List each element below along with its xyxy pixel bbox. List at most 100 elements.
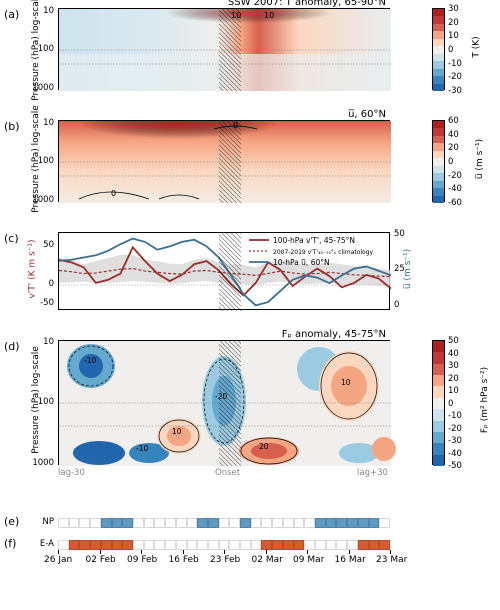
ytick-b-10: 10 — [43, 118, 54, 128]
cb-tick: -20 — [448, 424, 462, 434]
mini-cell — [251, 540, 262, 550]
row-label-f: E-A — [40, 539, 54, 549]
ytick-b-1000: 1000 — [32, 195, 54, 205]
mini-cell — [101, 518, 112, 528]
date-tick: 16 Mar — [335, 555, 366, 565]
mini-cell — [133, 540, 144, 550]
panel-label-b: (b) — [4, 120, 20, 133]
mini-cell — [347, 518, 358, 528]
mini-cell — [315, 540, 326, 550]
date-tick: 02 Mar — [252, 555, 283, 565]
mini-cell — [197, 518, 208, 528]
mini-cell — [133, 518, 144, 528]
row-label-e: NP — [43, 517, 54, 527]
cb-title-d: Fₚ (m² hPa s⁻²) — [480, 367, 490, 433]
hatch-d — [219, 341, 241, 466]
svg-text:10-hPa u̅, 60°N: 10-hPa u̅, 60°N — [273, 258, 330, 267]
cb-tick: 40 — [448, 349, 459, 359]
panel-title-a: SSW 2007: T anomaly, 65-90°N — [228, 0, 386, 8]
plot-a: 10 10 — [58, 8, 390, 90]
cb-tick: 20 — [448, 143, 459, 153]
svg-text:10: 10 — [341, 378, 351, 387]
mini-cell — [165, 540, 176, 550]
mini-cell — [336, 518, 347, 528]
panel-title-d: Fₚ anomaly, 45-75°N — [282, 329, 386, 340]
mini-cell — [69, 518, 80, 528]
ytick-a-10: 10 — [43, 6, 54, 16]
mini-cell — [229, 540, 240, 550]
mini-cell — [165, 518, 176, 528]
mini-row-ea — [58, 540, 390, 550]
cb-tick: 20 — [448, 18, 459, 28]
colorbar-a — [432, 8, 445, 90]
cb-tick: -10 — [448, 59, 462, 69]
cb-tick: 30 — [448, 361, 459, 371]
plot-b: 0 0 — [58, 120, 390, 202]
mini-cell — [261, 518, 272, 528]
cb-tick: -30 — [448, 86, 462, 96]
mini-cell — [154, 518, 165, 528]
mini-cell — [176, 540, 187, 550]
svg-text:2007-2019 v'T'₄₅₋₇₅°ₙ climatol: 2007-2019 v'T'₄₅₋₇₅°ₙ climatology — [273, 249, 374, 256]
mini-cell — [208, 540, 219, 550]
svg-text:100-hPa v'T', 45-75°N: 100-hPa v'T', 45-75°N — [273, 236, 355, 245]
mini-cell — [69, 540, 80, 550]
mini-cell — [219, 540, 230, 550]
mini-cell — [79, 518, 90, 528]
mini-cell — [294, 540, 305, 550]
panel-label-e: (e) — [4, 515, 19, 528]
panel-label-c: (c) — [4, 232, 19, 245]
svg-text:10: 10 — [172, 427, 182, 436]
mini-cell — [283, 518, 294, 528]
mini-cell — [58, 540, 69, 550]
svg-text:-10: -10 — [136, 444, 148, 453]
cb-tick: 20 — [448, 374, 459, 384]
mini-cell — [251, 518, 262, 528]
cb-tick: -10 — [448, 411, 462, 421]
mini-cell — [369, 540, 380, 550]
cb-tick: 0 — [448, 157, 453, 167]
mini-cell — [369, 518, 380, 528]
date-tick: 23 Feb — [210, 555, 240, 565]
panel-title-b: u̅, 60°N — [348, 109, 386, 120]
mini-cell — [379, 518, 390, 528]
cb-tick: 0 — [448, 45, 453, 55]
ytick-a-100: 100 — [38, 44, 54, 54]
mini-cell — [326, 540, 337, 550]
mini-cell — [187, 540, 198, 550]
mini-cell — [336, 540, 347, 550]
cb-tick: 30 — [448, 4, 459, 14]
mini-cell — [144, 540, 155, 550]
cb-title-a: T (K) — [472, 36, 482, 57]
ytick-cl-1: 0 — [49, 279, 54, 289]
mini-cell — [79, 540, 90, 550]
mini-row-np — [58, 518, 390, 528]
date-tick: 23 Mar — [376, 555, 407, 565]
figure: (a) SSW 2007: T anomaly, 65-90°N 10 10 — [0, 0, 500, 610]
cb-tick: 60 — [448, 116, 459, 126]
plot-c: 100-hPa v'T', 45-75°N 2007-2019 v'T'₄₅₋₇… — [58, 232, 390, 310]
mini-cell — [347, 540, 358, 550]
mini-cell — [326, 518, 337, 528]
mini-cell — [315, 518, 326, 528]
date-tick: 09 Mar — [293, 555, 324, 565]
legend-c: 100-hPa v'T', 45-75°N 2007-2019 v'T'₄₅₋₇… — [247, 234, 387, 268]
ytick-cr-1: 25 — [394, 264, 405, 274]
panel-label-d: (d) — [4, 340, 20, 353]
mini-cell — [208, 518, 219, 528]
hatch-c — [219, 233, 241, 311]
date-tick: 26 Jan — [44, 555, 72, 565]
ytick-cl-2: 50 — [43, 240, 54, 250]
colorbar-d — [432, 340, 445, 465]
contour-label-b2: 0 — [111, 189, 116, 198]
mini-cell — [187, 518, 198, 528]
mini-cell — [122, 518, 133, 528]
xlabel-d-l: lag-30 — [58, 468, 85, 478]
cb-tick: -30 — [448, 436, 462, 446]
cb-tick: -20 — [448, 72, 462, 82]
cb-tick: 10 — [448, 31, 459, 41]
cb-tick: -50 — [448, 461, 462, 471]
mini-cell — [176, 518, 187, 528]
mini-cell — [122, 540, 133, 550]
mini-cell — [358, 518, 369, 528]
